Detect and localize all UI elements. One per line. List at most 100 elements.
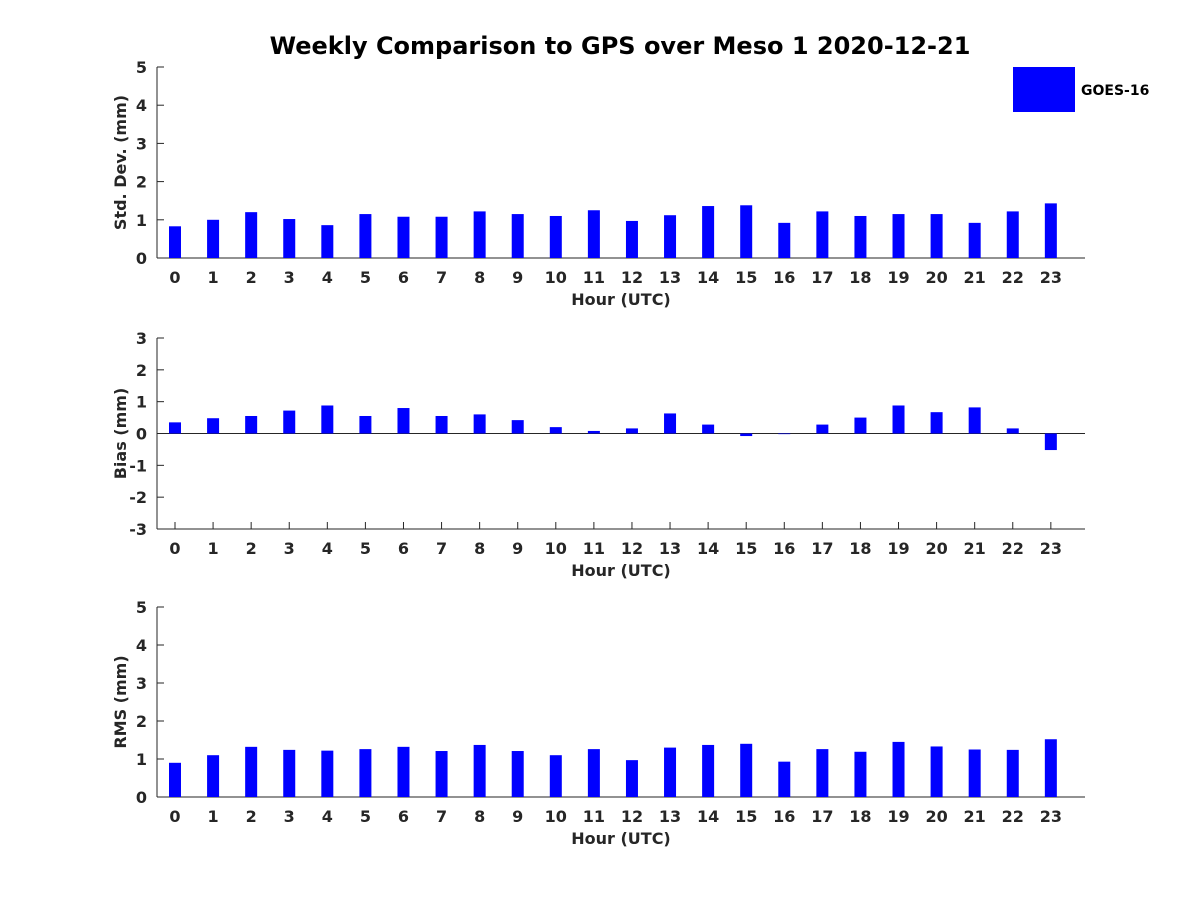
bar-std-hour-8 xyxy=(473,211,486,258)
x-tick-label: 1 xyxy=(208,268,219,287)
bar-std-hour-18 xyxy=(854,215,867,258)
bar-rms-hour-22 xyxy=(1006,749,1019,797)
bar-bias-hour-0 xyxy=(169,422,181,434)
bar-std-hour-6 xyxy=(397,216,410,258)
y-axis-label: Bias (mm) xyxy=(111,388,130,480)
x-tick-label: 20 xyxy=(925,807,947,826)
x-tick-label: 9 xyxy=(512,807,523,826)
x-tick-label: 4 xyxy=(322,268,333,287)
bar-bias-hour-15 xyxy=(740,433,753,437)
bar-rms-hour-5 xyxy=(359,749,372,797)
bar-bias-hour-13 xyxy=(664,413,677,434)
x-tick-label: 22 xyxy=(1002,807,1024,826)
x-tick-label: 17 xyxy=(811,807,833,826)
x-tick-label: 15 xyxy=(735,539,757,558)
bar-rms-hour-9 xyxy=(511,751,524,797)
bar-bias-hour-11 xyxy=(587,430,600,434)
x-tick-label: 9 xyxy=(512,539,523,558)
bar-bias-hour-8 xyxy=(473,414,486,434)
bar-bias-hour-9 xyxy=(511,420,524,434)
x-axis-label: Hour (UTC) xyxy=(571,290,671,309)
x-tick-label: 1 xyxy=(208,807,219,826)
y-tick-label: 5 xyxy=(136,598,147,617)
legend-label-goes16: GOES-16 xyxy=(1081,83,1149,99)
bar-bias-hour-21 xyxy=(968,407,981,434)
y-tick-label: 0 xyxy=(136,788,147,807)
x-tick-label: 6 xyxy=(398,268,409,287)
bar-std-hour-11 xyxy=(587,210,600,258)
y-axis-label: RMS (mm) xyxy=(111,655,130,748)
bar-bias-hour-4 xyxy=(321,405,334,434)
bar-rms-hour-11 xyxy=(587,749,600,797)
bar-std-hour-7 xyxy=(435,216,448,258)
x-tick-label: 16 xyxy=(773,268,795,287)
bar-std-hour-0 xyxy=(169,226,181,258)
bar-bias-hour-1 xyxy=(207,418,220,434)
bar-bias-hour-17 xyxy=(816,424,829,434)
x-tick-label: 0 xyxy=(169,807,180,826)
x-tick-label: 13 xyxy=(659,807,681,826)
x-tick-label: 8 xyxy=(474,268,485,287)
x-tick-label: 14 xyxy=(697,807,719,826)
bar-bias-hour-22 xyxy=(1006,428,1019,434)
bar-std-hour-1 xyxy=(207,219,220,258)
bar-rms-hour-2 xyxy=(245,746,258,797)
x-tick-label: 19 xyxy=(887,807,909,826)
x-tick-label: 2 xyxy=(246,807,257,826)
bar-rms-hour-18 xyxy=(854,751,867,797)
x-tick-label: 10 xyxy=(545,268,567,287)
x-tick-label: 21 xyxy=(964,539,986,558)
x-tick-label: 20 xyxy=(925,268,947,287)
y-tick-label: 1 xyxy=(136,750,147,769)
y-tick-label: -3 xyxy=(129,520,147,539)
bar-rms-hour-15 xyxy=(740,743,753,797)
x-tick-label: 19 xyxy=(887,539,909,558)
x-tick-label: 8 xyxy=(474,807,485,826)
x-tick-label: 14 xyxy=(697,268,719,287)
bar-bias-hour-7 xyxy=(435,415,448,434)
bar-rms-hour-7 xyxy=(435,751,448,797)
x-tick-label: 0 xyxy=(169,539,180,558)
y-tick-label: 0 xyxy=(136,249,147,268)
x-tick-label: 10 xyxy=(545,539,567,558)
bar-bias-hour-19 xyxy=(892,405,905,434)
x-tick-label: 15 xyxy=(735,268,757,287)
x-tick-label: 18 xyxy=(849,268,871,287)
x-tick-label: 18 xyxy=(849,807,871,826)
x-tick-label: 17 xyxy=(811,539,833,558)
bar-std-hour-5 xyxy=(359,214,372,258)
x-tick-label: 4 xyxy=(322,539,333,558)
x-tick-label: 1 xyxy=(208,539,219,558)
legend: GOES-16 xyxy=(1013,67,1149,112)
x-axis-label: Hour (UTC) xyxy=(571,561,671,580)
x-tick-label: 8 xyxy=(474,539,485,558)
x-tick-label: 7 xyxy=(436,539,447,558)
x-tick-label: 12 xyxy=(621,268,643,287)
x-tick-label: 6 xyxy=(398,807,409,826)
bar-bias-hour-12 xyxy=(625,428,638,434)
bar-rms-hour-10 xyxy=(549,755,562,797)
x-axis-label: Hour (UTC) xyxy=(571,829,671,848)
x-tick-label: 18 xyxy=(849,539,871,558)
x-tick-label: 7 xyxy=(436,807,447,826)
y-tick-label: 1 xyxy=(136,393,147,412)
x-tick-label: 17 xyxy=(811,268,833,287)
bar-bias-hour-5 xyxy=(359,415,372,434)
bar-bias-hour-3 xyxy=(283,410,296,434)
x-tick-label: 23 xyxy=(1040,807,1062,826)
x-tick-label: 21 xyxy=(964,268,986,287)
x-tick-label: 3 xyxy=(284,539,295,558)
bar-bias-hour-23 xyxy=(1044,433,1057,451)
y-tick-label: 2 xyxy=(136,712,147,731)
x-tick-label: 6 xyxy=(398,539,409,558)
x-tick-label: 2 xyxy=(246,268,257,287)
bar-bias-hour-6 xyxy=(397,408,410,434)
bar-std-hour-3 xyxy=(283,219,296,258)
x-tick-label: 22 xyxy=(1002,268,1024,287)
bar-rms-hour-19 xyxy=(892,741,905,797)
bar-std-hour-2 xyxy=(245,212,258,258)
y-tick-label: 5 xyxy=(136,58,147,77)
